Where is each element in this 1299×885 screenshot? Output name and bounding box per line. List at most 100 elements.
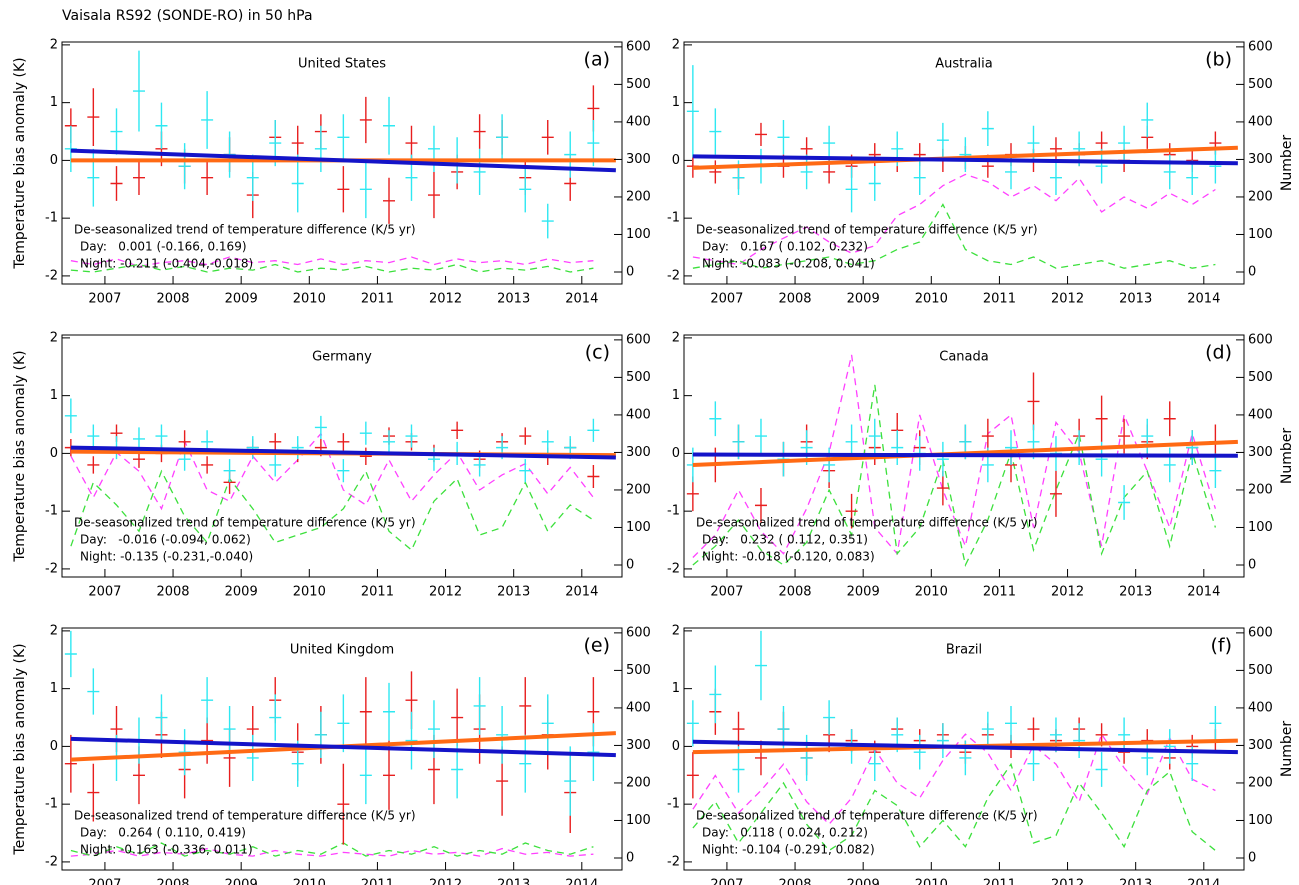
annotation: Night: -0.211 (-0.404,-0.018) — [80, 257, 253, 271]
y-tick-label: -2 — [667, 268, 680, 283]
error-cross — [686, 700, 699, 747]
error-cross — [383, 96, 396, 155]
plot-frame — [683, 41, 1245, 285]
x-tick-label: 2014 — [565, 878, 598, 885]
x-tick-label: 2007 — [710, 585, 743, 600]
error-cross — [337, 459, 350, 483]
error-cross — [87, 763, 100, 822]
y-tick-label: 2 — [50, 330, 58, 345]
x-tick-label: 2014 — [565, 292, 598, 307]
annotation: Night: -0.083 (-0.208, 0.041) — [702, 257, 875, 271]
y-tick-label: 0 — [672, 739, 680, 754]
error-cross — [845, 493, 858, 529]
error-cross — [291, 436, 304, 460]
y2-tick-label: 100 — [626, 813, 651, 828]
error-cross — [405, 711, 418, 770]
y2-tick-label: 300 — [1248, 445, 1273, 460]
error-cross — [451, 688, 464, 747]
x-tick-label: 2013 — [1119, 878, 1152, 885]
error-cross — [587, 464, 600, 489]
error-cross — [1005, 430, 1018, 465]
y2-tick-label: 600 — [626, 332, 651, 347]
x-tick-label: 2011 — [361, 878, 394, 885]
error-cross — [201, 717, 214, 764]
error-cross — [519, 166, 532, 213]
error-cross — [1163, 447, 1176, 483]
error-cross — [132, 160, 145, 196]
y-tick-label: 1 — [672, 388, 680, 403]
y2-tick-label: 200 — [1248, 189, 1273, 204]
error-cross — [383, 430, 396, 454]
error-cross — [201, 91, 214, 149]
error-cross — [1095, 752, 1108, 787]
error-cross — [178, 143, 191, 190]
y-tick-label: 2 — [50, 623, 58, 638]
x-tick-label: 2008 — [156, 878, 189, 885]
error-cross — [1118, 485, 1131, 520]
y2-tick-label: 200 — [626, 775, 651, 790]
error-cross — [686, 476, 699, 512]
count-line — [692, 354, 1217, 558]
y2-tick-label: 0 — [1248, 850, 1256, 865]
y2-tick-label: 400 — [626, 700, 651, 715]
error-cross — [800, 154, 813, 190]
x-tick-label: 2008 — [778, 292, 811, 307]
annotation: De-seasonalized trend of temperature dif… — [696, 516, 1038, 530]
x-tick-label: 2012 — [1051, 585, 1084, 600]
plot-area — [64, 50, 616, 273]
panel-title: United States — [298, 57, 386, 72]
error-cross — [291, 154, 304, 213]
y-tick-label: 0 — [50, 739, 58, 754]
error-cross — [201, 677, 214, 724]
y-tick-label: 1 — [672, 681, 680, 696]
error-cross — [87, 424, 100, 448]
error-cross — [541, 694, 554, 753]
trend-line — [692, 154, 1238, 166]
error-cross — [383, 740, 396, 810]
y2-tick-label: 300 — [1248, 738, 1273, 753]
annotation: Day: 0.264 ( 0.110, 0.419) — [80, 826, 246, 840]
y2-tick-label: 600 — [1248, 39, 1273, 54]
error-cross — [64, 734, 77, 793]
error-cross — [754, 488, 767, 523]
x-tick-label: 2011 — [983, 585, 1016, 600]
x-tick-label: 2009 — [847, 878, 880, 885]
error-cross — [891, 430, 904, 465]
plot-area — [686, 65, 1238, 269]
error-cross — [496, 705, 509, 764]
error-cross — [732, 711, 745, 747]
y-tick-label: -1 — [45, 211, 58, 226]
error-cross — [1049, 470, 1062, 517]
error-cross — [1186, 160, 1199, 196]
error-cross — [337, 694, 350, 753]
count-line — [692, 384, 1217, 567]
y-tick-label: 2 — [672, 330, 680, 345]
y-tick-label: 2 — [672, 37, 680, 52]
error-cross — [709, 160, 722, 184]
error-cross — [1005, 705, 1018, 741]
count-line — [692, 203, 1216, 269]
error-cross — [564, 131, 577, 178]
y-tick-label: -1 — [667, 797, 680, 812]
annotation: De-seasonalized trend of temperature dif… — [74, 223, 416, 237]
y-tick-label: -1 — [667, 504, 680, 519]
x-tick-label: 2007 — [88, 292, 121, 307]
annotation: Day: 0.167 ( 0.102, 0.232) — [702, 240, 868, 254]
error-cross — [427, 447, 440, 471]
error-cross — [314, 415, 327, 439]
y2-tick-label: 0 — [626, 850, 634, 865]
x-tick-label: 2007 — [88, 878, 121, 885]
error-cross — [314, 125, 327, 172]
x-tick-label: 2010 — [293, 878, 326, 885]
y-tick-label: 0 — [672, 153, 680, 168]
y-tick-label: -1 — [667, 211, 680, 226]
error-cross — [1209, 453, 1222, 489]
error-cross — [201, 160, 214, 196]
error-cross — [1027, 717, 1040, 741]
error-cross — [155, 694, 168, 741]
error-cross — [709, 401, 722, 437]
count-line — [70, 263, 594, 273]
error-cross — [473, 114, 486, 149]
plot-frame — [61, 41, 623, 285]
x-tick-label: 2009 — [847, 585, 880, 600]
